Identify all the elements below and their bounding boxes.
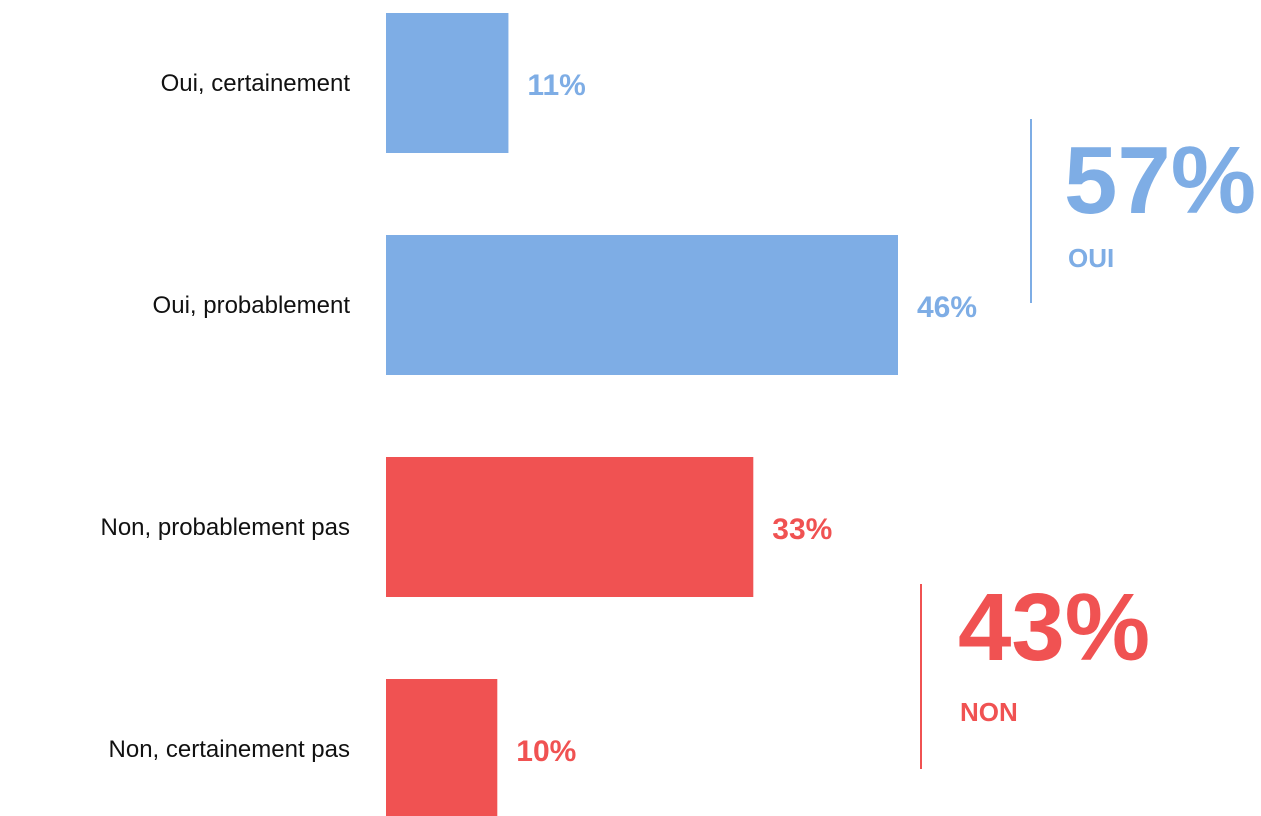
labels-layer: Oui, certainement 11% Oui, probablement 46%… bbox=[101, 69, 978, 768]
category-label: Oui, certainement bbox=[161, 70, 351, 97]
summary-non: 43% NON bbox=[920, 574, 1150, 769]
category-label: Oui, probablement bbox=[153, 292, 351, 319]
value-label: 11% bbox=[527, 69, 585, 102]
value-label: 33% bbox=[772, 513, 832, 546]
value-label: 10% bbox=[516, 735, 576, 768]
bar bbox=[386, 457, 754, 597]
summary-non-percent: 43% bbox=[958, 574, 1150, 681]
bar bbox=[386, 235, 898, 375]
bar bbox=[386, 679, 498, 816]
bar bbox=[386, 13, 509, 153]
value-label: 46% bbox=[917, 291, 977, 324]
category-label: Non, probablement pas bbox=[101, 514, 351, 541]
bars-layer bbox=[386, 13, 898, 816]
summary-non-label: NON bbox=[960, 697, 1018, 727]
summary-oui-percent: 57% bbox=[1064, 127, 1256, 234]
category-label: Non, certainement pas bbox=[109, 736, 350, 763]
summary-oui-label: OUI bbox=[1068, 243, 1114, 273]
summary-oui: 57% OUI bbox=[1030, 119, 1256, 303]
